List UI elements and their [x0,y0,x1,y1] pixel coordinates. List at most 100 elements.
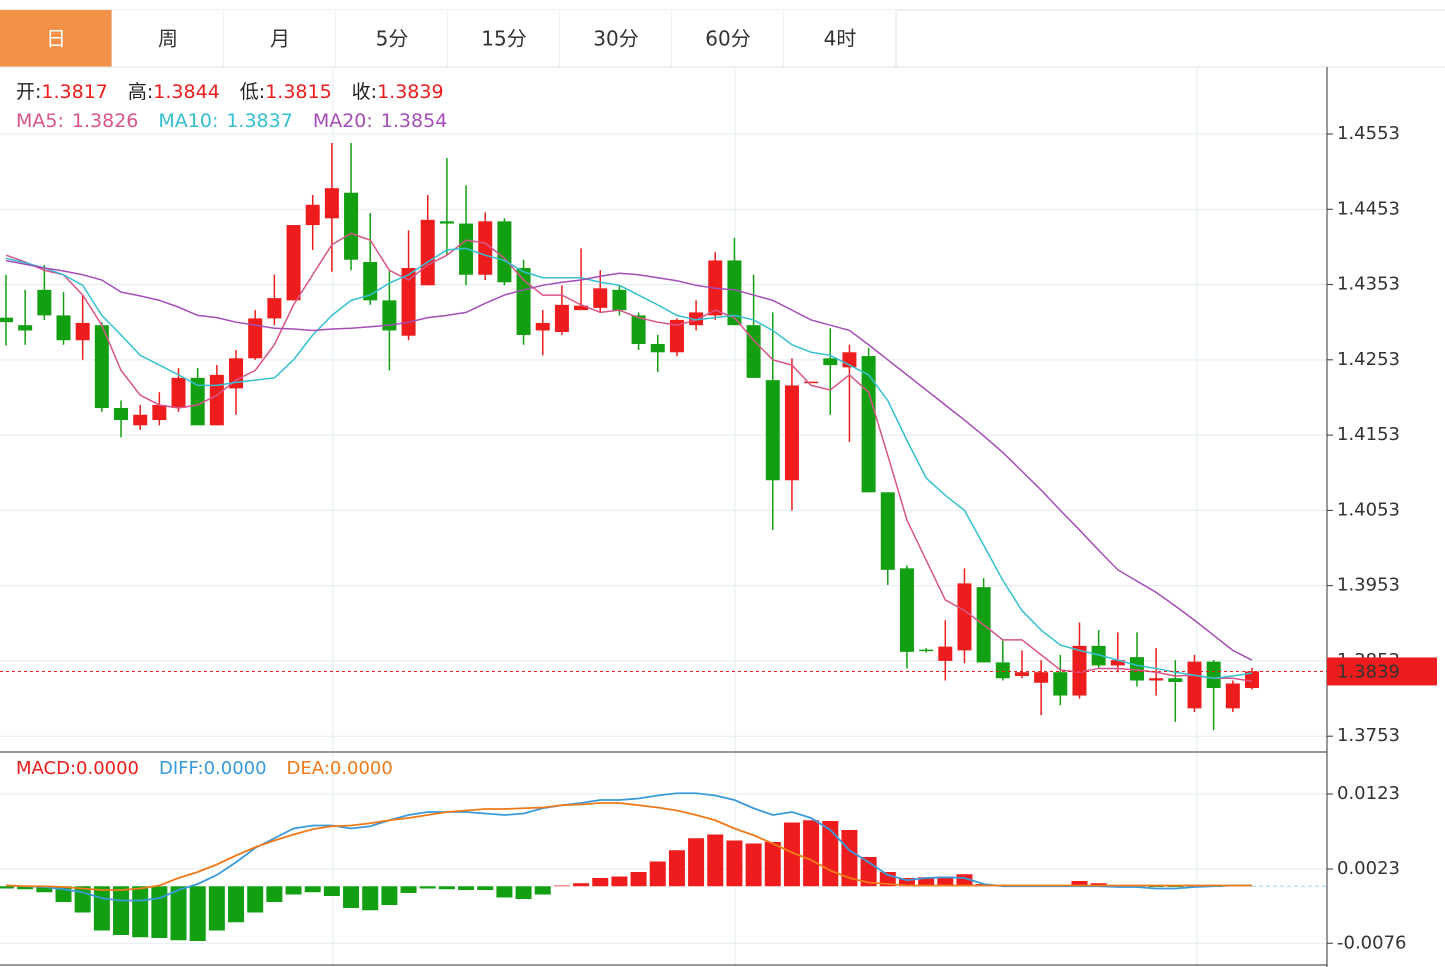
ohlc-label: 开: [16,81,41,103]
candle-body [1245,671,1259,689]
macd-bar [726,840,743,887]
tab-background[interactable] [112,10,224,67]
candle-body [535,322,550,331]
macd-bar [266,886,283,902]
candle-body [861,356,876,493]
candle-body [899,568,914,652]
macd-bar [611,876,628,887]
indicator-line [5,247,1253,679]
macd-bar [17,886,34,890]
indicator-line [5,232,1253,682]
tab[interactable]: 月 [224,10,337,67]
candle-body [1053,672,1068,696]
macd-bar [1071,881,1088,887]
tab[interactable]: 周 [112,10,225,67]
candle-body [305,204,320,226]
macd-bar [764,842,781,887]
macd-bar [553,885,570,887]
y-tick-label: 1.3753 [1337,725,1400,746]
indicator-line [5,259,1253,661]
macd-bar [630,872,647,887]
tab-label[interactable]: 周 [158,27,178,51]
legend-value: 0.0000 [76,758,139,779]
tab-background[interactable] [672,10,784,67]
macd-bar [1148,886,1165,887]
macd-bar [113,886,130,935]
tab-label[interactable]: 月 [270,27,290,51]
tab[interactable]: 30分 [560,10,673,67]
macd-bar [841,830,858,887]
candle-body [1149,678,1164,681]
candle-body [669,319,684,353]
ohlc-value: 1.3817 [41,81,107,103]
macd-bar [151,886,168,938]
macd-bar [649,861,666,887]
candle-body [765,380,780,481]
legend-value: 1.3854 [381,110,447,132]
legend-name: MACD: [16,758,76,779]
macd-bar [937,876,954,887]
legend-name: DIFF: [159,758,204,779]
candle-body [114,407,129,421]
tab-label[interactable]: 15分 [481,27,526,51]
y-tick-label: 1.3953 [1337,575,1400,596]
macd-bar [477,886,494,890]
candle-body [823,358,838,366]
ohlc-value: 1.3839 [377,81,443,103]
macd-bar [707,834,724,887]
legend-name: MA20: [313,110,373,132]
macd-bar [93,886,110,931]
ohlc-value: 1.3844 [153,81,219,103]
tab-background[interactable] [448,10,560,67]
candle-body [554,304,569,332]
tab-label[interactable]: 4时 [824,27,857,51]
macd-bar [783,822,800,887]
candle-body [1110,660,1125,666]
tab-label[interactable]: 60分 [705,27,750,51]
tab-label[interactable]: 5分 [376,27,409,51]
legend-value: 1.3826 [72,110,138,132]
candle-body [497,221,512,283]
ohlc-label: 低: [240,81,265,103]
y-tick-label: 1.4353 [1337,274,1400,295]
macd-bar [534,886,551,895]
tab[interactable]: 5分 [336,10,449,67]
y-tick-label: 0.0123 [1337,783,1400,804]
tab-background[interactable] [560,10,672,67]
macd-bar [362,886,379,911]
last-price-tag [1327,657,1437,686]
candle-body [363,261,378,301]
candle-body [190,377,205,426]
legend-name: MA5: [16,110,64,132]
macd-bar [343,886,360,908]
candle-body [344,192,359,260]
candle-body [689,312,704,326]
ohlc-label: 高: [128,81,153,103]
tab-background[interactable] [784,10,896,67]
tab-label[interactable]: 日 [46,27,66,51]
ohlc-header: 开:1.3817 高:1.3844 低:1.3815 收:1.3839 [16,81,444,103]
candle-body [650,344,665,353]
tab[interactable]: 4时 [784,10,897,67]
candle-body [229,358,244,389]
candle-body [631,315,646,345]
candle-body [1129,657,1144,681]
candle-body [267,298,282,319]
candle-body [746,325,761,378]
tab[interactable]: 15分 [448,10,561,67]
candle-body [478,221,493,275]
tab-background[interactable] [224,10,336,67]
macd-bar [323,886,340,896]
candle-body [1034,672,1049,683]
tab-background[interactable] [336,10,448,67]
tab[interactable]: 60分 [672,10,785,67]
candle-body [727,260,742,326]
tab-label[interactable]: 30分 [593,27,638,51]
macd-bar [189,886,206,941]
candle-body [1225,683,1240,709]
tab[interactable]: 日 [0,10,113,67]
candle-body [1206,661,1221,689]
tab-background[interactable] [0,10,112,67]
